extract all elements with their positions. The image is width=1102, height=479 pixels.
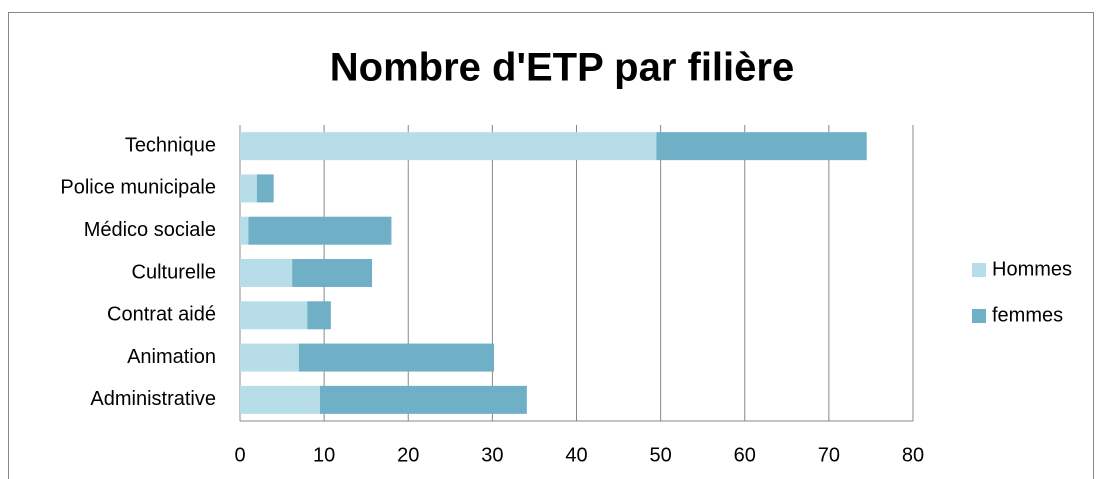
x-tick-label: 20 [397,444,419,466]
bar [240,301,308,330]
x-tick-label: 0 [234,444,245,466]
bar [240,174,257,203]
x-tick-label: 80 [902,444,924,466]
x-tick-label: 30 [481,444,503,466]
y-tick-label: Culturelle [132,261,216,283]
y-tick-label: Animation [127,346,216,368]
x-tick-label: 60 [734,444,756,466]
bar [240,385,320,414]
legend-label: femmes [992,304,1063,326]
bar [248,216,392,245]
x-tick-label: 70 [818,444,840,466]
y-tick-label: Technique [125,134,216,156]
bar [256,174,274,203]
chart-title: Nombre d'ETP par filière [330,46,794,90]
x-tick-label: 40 [565,444,587,466]
bar [292,259,373,287]
legend-swatch [972,263,986,277]
legend-swatch [972,309,986,323]
bar [240,132,657,161]
y-tick-label: Administrative [90,388,216,410]
y-tick-label: Médico sociale [84,219,216,241]
bar [298,343,495,372]
x-tick-label: 50 [650,444,672,466]
y-tick-label: Contrat aidé [107,304,216,326]
bar [319,385,527,414]
legend-label: Hommes [992,258,1072,280]
bar [240,216,249,245]
bar [656,132,867,161]
bar [307,301,331,330]
bar [240,259,293,287]
x-tick-label: 10 [313,444,335,466]
y-tick-label: Police municipale [60,177,216,199]
bar [240,343,299,372]
